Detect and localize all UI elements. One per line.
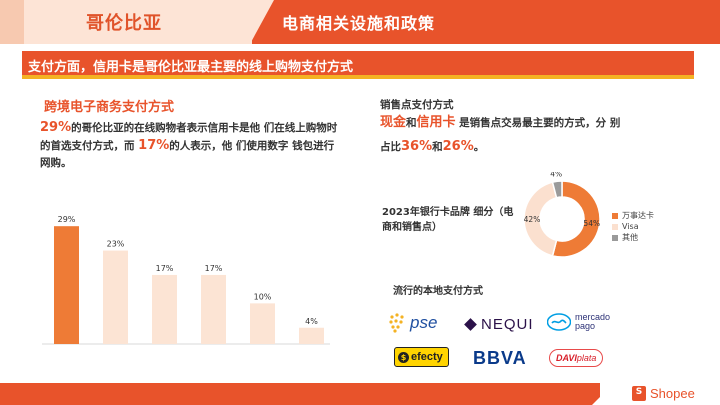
local-payment-title: 流行的本地支付方式 bbox=[393, 286, 483, 297]
footer-slant bbox=[592, 383, 614, 405]
nequi-logo: NEQUI bbox=[464, 312, 534, 336]
donut-label-3: 4% bbox=[550, 172, 562, 178]
mercado-pago-logo: mercado pago bbox=[547, 310, 610, 334]
legend-item-3: 其他 bbox=[612, 232, 654, 243]
cross-border-payment-title: 跨境电子商务支付方式 bbox=[44, 100, 175, 115]
headline-banner: 支付方面，信用卡是哥伦比亚最主要的线上购物支付方式 bbox=[22, 51, 694, 79]
donut-slice-3 bbox=[551, 180, 563, 199]
shopee-bag-icon: S bbox=[632, 386, 646, 401]
legend-item-1: 万事达卡 bbox=[612, 210, 654, 221]
bar-6 bbox=[299, 327, 324, 344]
pos-pct-cash: 36% bbox=[401, 139, 433, 154]
cross-border-payment-text: 29%的哥伦比亚的在线购物者表示信用卡是他 们在线上购物时的首选支付方式，而 1… bbox=[40, 119, 340, 172]
bar-label-3: 17% bbox=[156, 264, 174, 273]
bbva-logo-text: BBVA bbox=[473, 347, 527, 368]
pse-mark-icon bbox=[389, 313, 404, 333]
pos-end: 。 bbox=[473, 141, 485, 153]
davi-text: DAVI bbox=[556, 353, 577, 363]
pos-payment-text: 现金和信用卡 是销售点交易最主要的方式，分 别 占比36%和26%。 bbox=[380, 111, 680, 159]
bar-label-6: 4% bbox=[305, 317, 318, 326]
pago-text: pago bbox=[575, 321, 596, 331]
header-accent-strip bbox=[0, 0, 24, 44]
pos-and-2: 和 bbox=[432, 141, 443, 153]
bar-4 bbox=[201, 274, 226, 344]
donut-slice-2 bbox=[523, 181, 558, 257]
efecty-badge: $ efecty bbox=[394, 347, 449, 367]
stat-text-1: 的哥伦比亚的在线购物者表示信用卡是他 们在线上购物时的首选支付方式，而 bbox=[40, 122, 338, 152]
pse-logo-text: pse bbox=[410, 313, 438, 332]
efecty-logo-text: efecty bbox=[411, 351, 443, 363]
pos-credit: 信用卡 bbox=[416, 115, 456, 130]
header-slant bbox=[250, 0, 274, 44]
mercado-pago-text: mercado pago bbox=[575, 313, 610, 331]
bar-3 bbox=[152, 274, 177, 344]
plata-text: plata bbox=[576, 353, 597, 363]
pos-text-1: 是销售点交易最主要的方式，分 别 bbox=[455, 117, 621, 129]
handshake-icon bbox=[547, 313, 571, 331]
stat-digital-wallet: 17% bbox=[138, 138, 170, 153]
bbva-logo: BBVA bbox=[473, 346, 527, 370]
pos-pct-credit: 26% bbox=[442, 139, 474, 154]
card-brand-title: 2023年银行卡品牌 细分（电商和销售点） bbox=[382, 207, 514, 233]
bar-5 bbox=[250, 303, 275, 344]
bar-1 bbox=[54, 226, 79, 344]
footer-bar bbox=[0, 383, 600, 405]
donut-label-2: 42% bbox=[524, 215, 541, 224]
daviplata-badge: DAVI plata bbox=[549, 349, 604, 367]
bar-label-4: 17% bbox=[205, 264, 223, 273]
shopee-brand-text: Shopee bbox=[650, 386, 695, 401]
donut-slice-1 bbox=[551, 180, 601, 258]
bar-label-1: 29% bbox=[58, 215, 76, 224]
header-right-panel bbox=[252, 0, 720, 44]
stat-text-2: 的人表示，他 们使用数字 钱包进行网购。 bbox=[40, 140, 335, 169]
nequi-logo-text: NEQUI bbox=[481, 315, 534, 333]
shopee-logo: S Shopee bbox=[632, 386, 695, 401]
pos-cash: 现金 bbox=[380, 115, 407, 130]
pos-and: 和 bbox=[406, 117, 417, 129]
daviplata-logo: DAVI plata bbox=[549, 346, 604, 370]
legend-label: 其他 bbox=[622, 233, 638, 242]
nequi-mark-icon bbox=[464, 317, 477, 331]
legend-label: Visa bbox=[622, 222, 639, 231]
stat-credit-card: 29% bbox=[40, 120, 72, 135]
pse-logo: pse bbox=[388, 311, 437, 335]
mercado-text: mercado bbox=[575, 312, 611, 322]
bar-2 bbox=[103, 250, 128, 344]
page-title: 哥伦比亚 bbox=[86, 13, 162, 34]
bar-label-2: 23% bbox=[107, 240, 125, 249]
legend-swatch bbox=[612, 212, 618, 219]
header-left-panel bbox=[0, 0, 290, 44]
shopee-bag-letter: S bbox=[635, 387, 643, 397]
card-brand-donut-chart: 54% 42% 4% bbox=[523, 172, 601, 258]
donut-label-1: 54% bbox=[583, 219, 600, 228]
bar-label-5: 10% bbox=[254, 292, 272, 301]
header: 哥伦比亚 电商相关设施和政策 bbox=[0, 0, 720, 44]
legend-item-2: Visa bbox=[612, 221, 654, 232]
legend-swatch bbox=[612, 223, 618, 230]
efecty-dollar-icon: $ bbox=[398, 351, 409, 363]
headline-text: 支付方面，信用卡是哥伦比亚最主要的线上购物支付方式 bbox=[28, 60, 354, 75]
legend-label: 万事达卡 bbox=[622, 211, 654, 220]
pos-payment-title: 销售点支付方式 bbox=[380, 99, 454, 111]
efecty-logo: $ efecty bbox=[394, 345, 449, 369]
donut-legend: 万事达卡 Visa 其他 bbox=[612, 210, 654, 243]
payment-method-bar-chart: 29% 23% 17% 17% 10% 4% bbox=[42, 215, 330, 345]
pos-text-2: 占比 bbox=[380, 141, 401, 153]
legend-swatch bbox=[612, 234, 618, 241]
page-subtitle: 电商相关设施和政策 bbox=[282, 14, 436, 33]
